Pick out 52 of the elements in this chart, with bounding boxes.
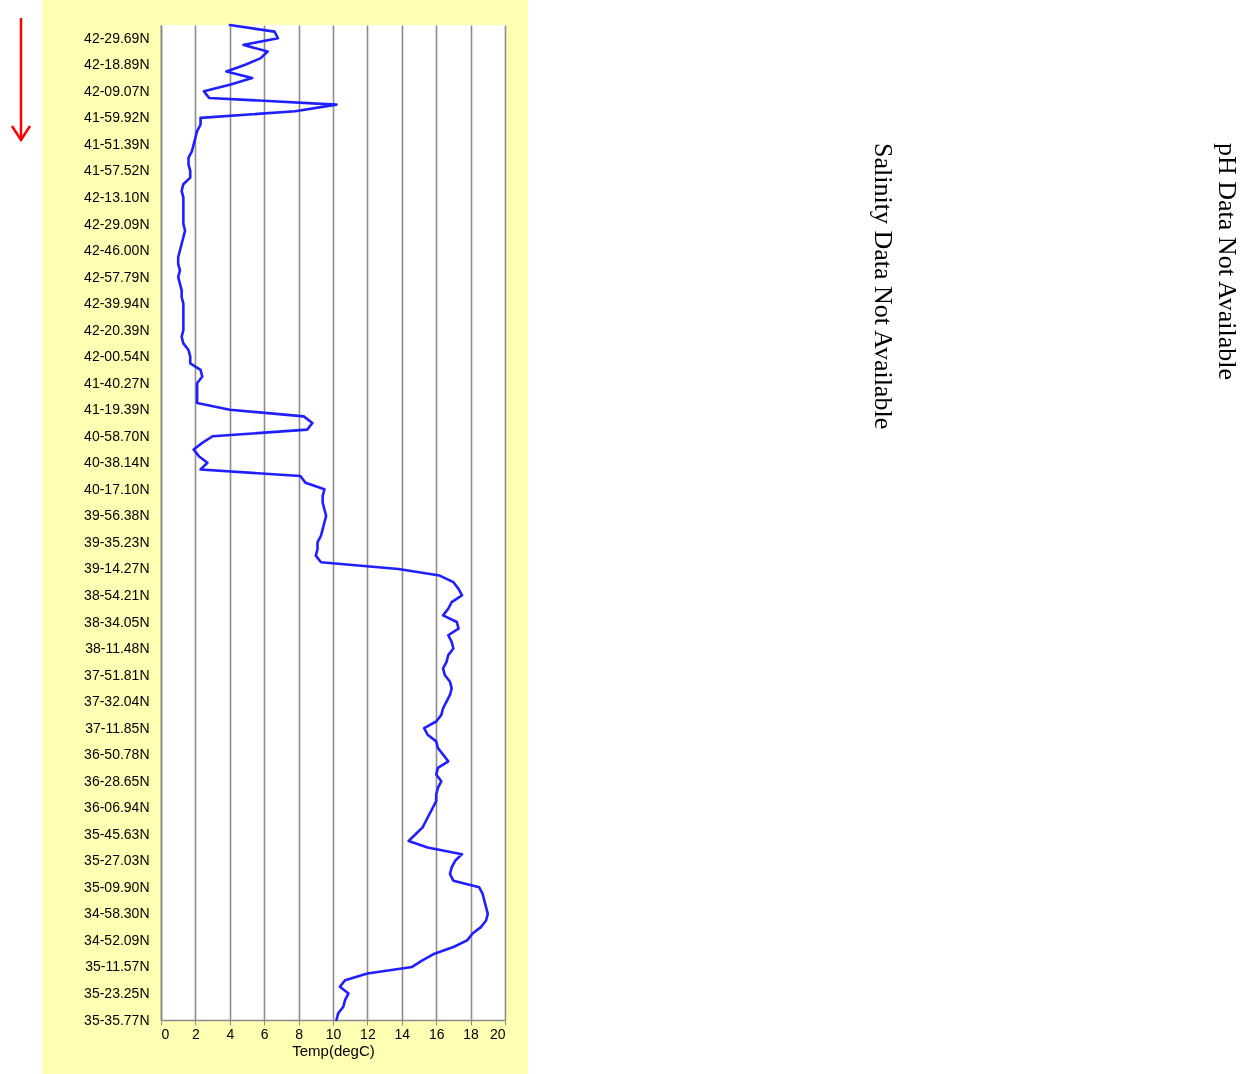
y-tick-label: 40-17.10N: [84, 480, 150, 497]
x-tick-label: 4: [226, 1025, 235, 1042]
text: pH Data Not Available: [1212, 143, 1242, 381]
y-tick-label: 37-11.85N: [85, 719, 150, 736]
text: Salinity Data Not Available: [868, 143, 898, 430]
y-tick-label: 37-32.04N: [84, 693, 150, 710]
x-tick-label: 20: [489, 1025, 506, 1042]
y-tick-label: 41-51.39N: [84, 135, 150, 152]
y-tick-label: 39-14.27N: [84, 560, 150, 577]
y-tick-label: 38-11.48N: [85, 640, 150, 657]
y-tick-label: 35-11.57N: [85, 958, 150, 975]
y-tick-label: 42-13.10N: [84, 188, 150, 205]
y-tick-label: 41-40.27N: [84, 374, 150, 391]
y-tick-label: 36-06.94N: [84, 799, 150, 816]
x-tick-label: 18: [463, 1025, 480, 1042]
y-tick-label: 36-50.78N: [84, 746, 150, 763]
y-tick-label: 41-19.39N: [84, 401, 150, 418]
y-tick-label: 42-46.00N: [84, 242, 150, 259]
y-tick-label: 41-57.52N: [84, 162, 150, 179]
y-tick-label: 39-35.23N: [84, 533, 150, 550]
y-tick-label: 42-39.94N: [84, 295, 150, 312]
x-tick-label: 14: [394, 1025, 411, 1042]
y-tick-label: 38-34.05N: [84, 613, 150, 630]
y-tick-label: 38-54.21N: [84, 586, 150, 603]
y-tick-label: 36-28.65N: [84, 772, 150, 789]
y-tick-label: 37-51.81N: [84, 666, 150, 683]
y-tick-label: 42-29.69N: [84, 29, 150, 46]
y-tick-label: 35-09.90N: [84, 878, 150, 895]
y-tick-label: 40-38.14N: [84, 454, 150, 471]
x-axis-title: Temp(degC): [292, 1041, 375, 1059]
x-tick-label: 6: [260, 1025, 269, 1042]
y-tick-label: 34-52.09N: [84, 931, 150, 948]
y-tick-label: 42-20.39N: [84, 321, 150, 338]
y-tick-label: 35-35.77N: [84, 1011, 150, 1028]
y-tick-label: 42-29.09N: [84, 215, 150, 232]
y-tick-label: 42-18.89N: [84, 56, 150, 73]
x-tick-label: 12: [360, 1025, 376, 1042]
x-tick-label: 2: [192, 1025, 200, 1042]
y-tick-label: 39-56.38N: [84, 507, 150, 524]
y-tick-label: 35-23.25N: [84, 984, 150, 1001]
y-tick-label: 41-59.92N: [84, 109, 150, 126]
y-tick-label: 42-09.07N: [84, 82, 150, 99]
y-tick-label: 42-57.79N: [84, 268, 150, 285]
x-tick-label: 8: [295, 1025, 304, 1042]
x-tick-label: 16: [428, 1025, 445, 1042]
y-tick-label: 40-58.70N: [84, 427, 150, 444]
y-tick-label: 35-45.63N: [84, 825, 150, 842]
y-tick-label: 35-27.03N: [84, 852, 150, 869]
y-tick-label: 34-58.30N: [84, 905, 150, 922]
y-tick-label: 42-00.54N: [84, 348, 150, 365]
x-tick-label: 10: [325, 1025, 342, 1042]
x-tick-label: 0: [161, 1025, 170, 1042]
